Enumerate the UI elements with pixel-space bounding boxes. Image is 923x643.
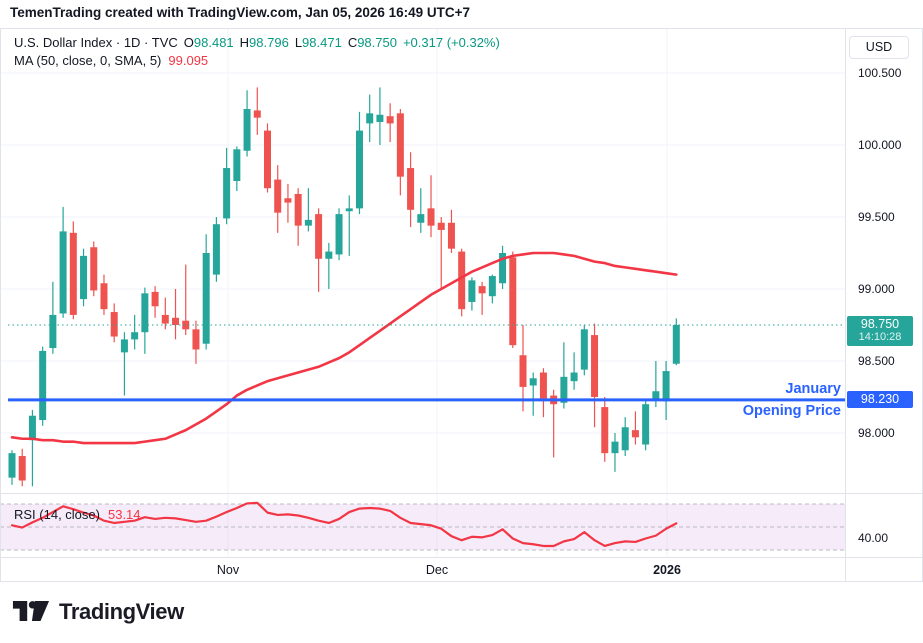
january-open-price-badge: 98.230	[847, 391, 913, 409]
price-tick-label: 99.500	[858, 209, 895, 224]
open-value: 98.481	[193, 35, 234, 50]
close-value: 98.750	[357, 35, 397, 50]
rsi-band	[0, 503, 845, 551]
high-label: H	[239, 35, 250, 50]
january-open-label-line2[interactable]: Opening Price	[742, 402, 841, 419]
symbol-title[interactable]: U.S. Dollar Index · 1D · TVC	[14, 35, 178, 50]
rsi-level-label: 40.00	[858, 531, 889, 545]
change-value: +0.317 (+0.32%)	[402, 35, 500, 50]
low-label: L	[294, 35, 303, 50]
rsi-indicator-label[interactable]: RSI (14, close)	[14, 507, 100, 522]
rsi-line	[10, 501, 678, 548]
ma-legend-row: MA (50, close, 0, SMA, 5) 99.095	[14, 53, 208, 68]
close-label: C	[347, 35, 358, 50]
candlestick-series	[8, 87, 680, 487]
tradingview-logo-text: TradingView	[59, 598, 184, 624]
tradingview-logo-icon	[12, 601, 50, 621]
bar-countdown: 14:10:28	[858, 331, 902, 343]
current-price-value: 98.750	[860, 317, 900, 331]
ma-indicator-label[interactable]: MA (50, close, 0, SMA, 5)	[14, 53, 162, 68]
price-tick-label: 98.000	[858, 425, 895, 440]
price-tick-label: 98.500	[858, 353, 895, 368]
ma-indicator-value: 99.095	[168, 53, 209, 68]
price-tick-label: 100.000	[858, 137, 902, 152]
low-value: 98.471	[302, 35, 342, 50]
january-open-label-line1[interactable]: January	[785, 380, 841, 397]
current-price-badge: 98.750 14:10:28	[847, 316, 913, 346]
time-tick-label: 2026	[653, 563, 681, 577]
currency-unit-button[interactable]: USD	[849, 36, 909, 59]
open-label: O	[183, 35, 194, 50]
tradingview-logo[interactable]: TradingView	[12, 598, 184, 625]
price-tick-label: 99.000	[858, 281, 895, 296]
rsi-indicator-value: 53.14	[107, 507, 141, 522]
attribution-text: TemenTrading created with TradingView.co…	[10, 5, 471, 20]
symbol-legend-row: U.S. Dollar Index · 1D · TVC O98.481 H98.7…	[14, 35, 500, 50]
price-tick-label: 100.500	[858, 65, 902, 80]
time-tick-label: Dec	[425, 563, 449, 577]
rsi-legend-row: RSI (14, close) 53.14	[14, 507, 141, 522]
time-tick-label: Nov	[216, 563, 240, 577]
grid	[0, 29, 845, 557]
ma-50-line	[10, 251, 678, 445]
high-value: 98.796	[249, 35, 289, 50]
